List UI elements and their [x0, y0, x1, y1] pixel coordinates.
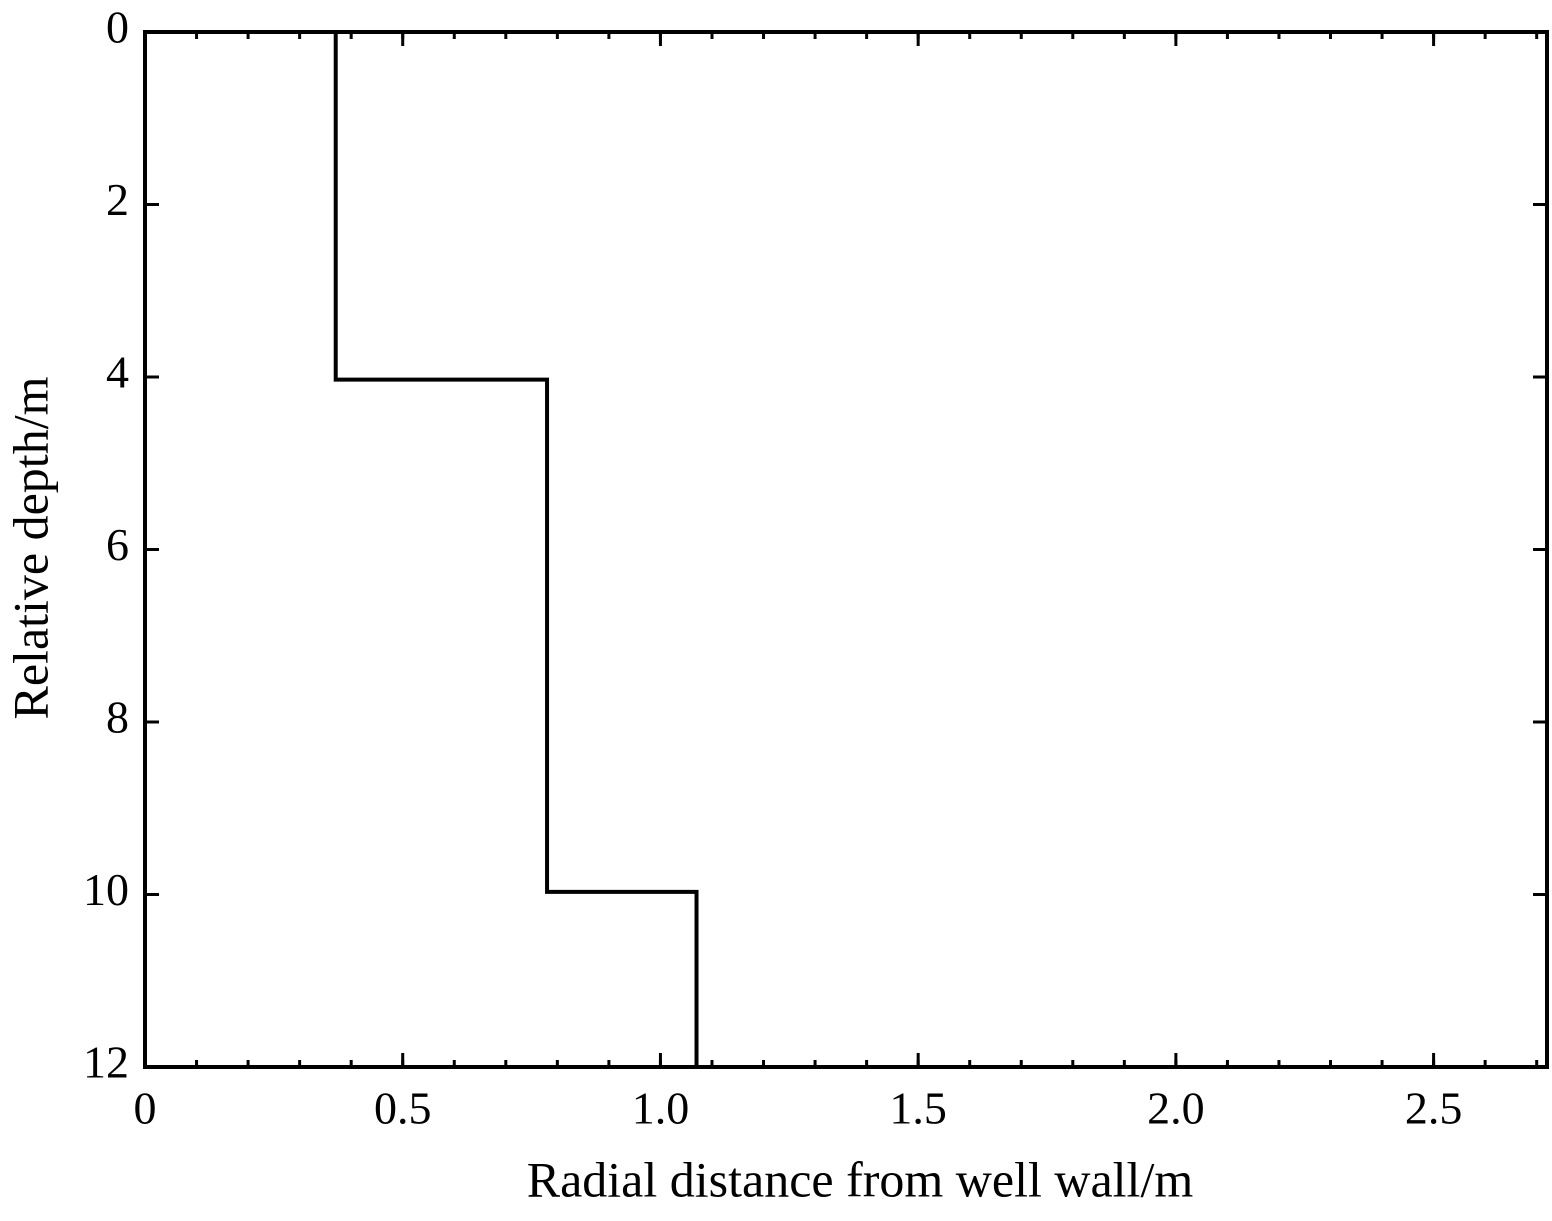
y-axis-label: Relative depth/m [2, 376, 58, 719]
plot-frame [143, 30, 1549, 1069]
data-line [333, 32, 699, 1067]
y-tick-label: 10 [83, 864, 129, 915]
y-tick-label: 4 [106, 347, 129, 398]
x-tick-label: 1.0 [632, 1083, 690, 1134]
x-tick-label: 2.0 [1147, 1083, 1205, 1134]
y-tick-label: 0 [106, 2, 129, 53]
x-axis-label: Radial distance from well wall/m [527, 1151, 1194, 1207]
y-tick-label: 8 [106, 692, 129, 743]
y-tick-label: 12 [83, 1037, 129, 1088]
x-tick-label: 2.5 [1405, 1083, 1463, 1134]
x-tick-label: 1.5 [889, 1083, 947, 1134]
x-tick-label: 0 [134, 1083, 157, 1134]
x-tick-label: 0.5 [374, 1083, 432, 1134]
y-tick-label: 6 [106, 519, 129, 570]
y-tick-label: 2 [106, 174, 129, 225]
